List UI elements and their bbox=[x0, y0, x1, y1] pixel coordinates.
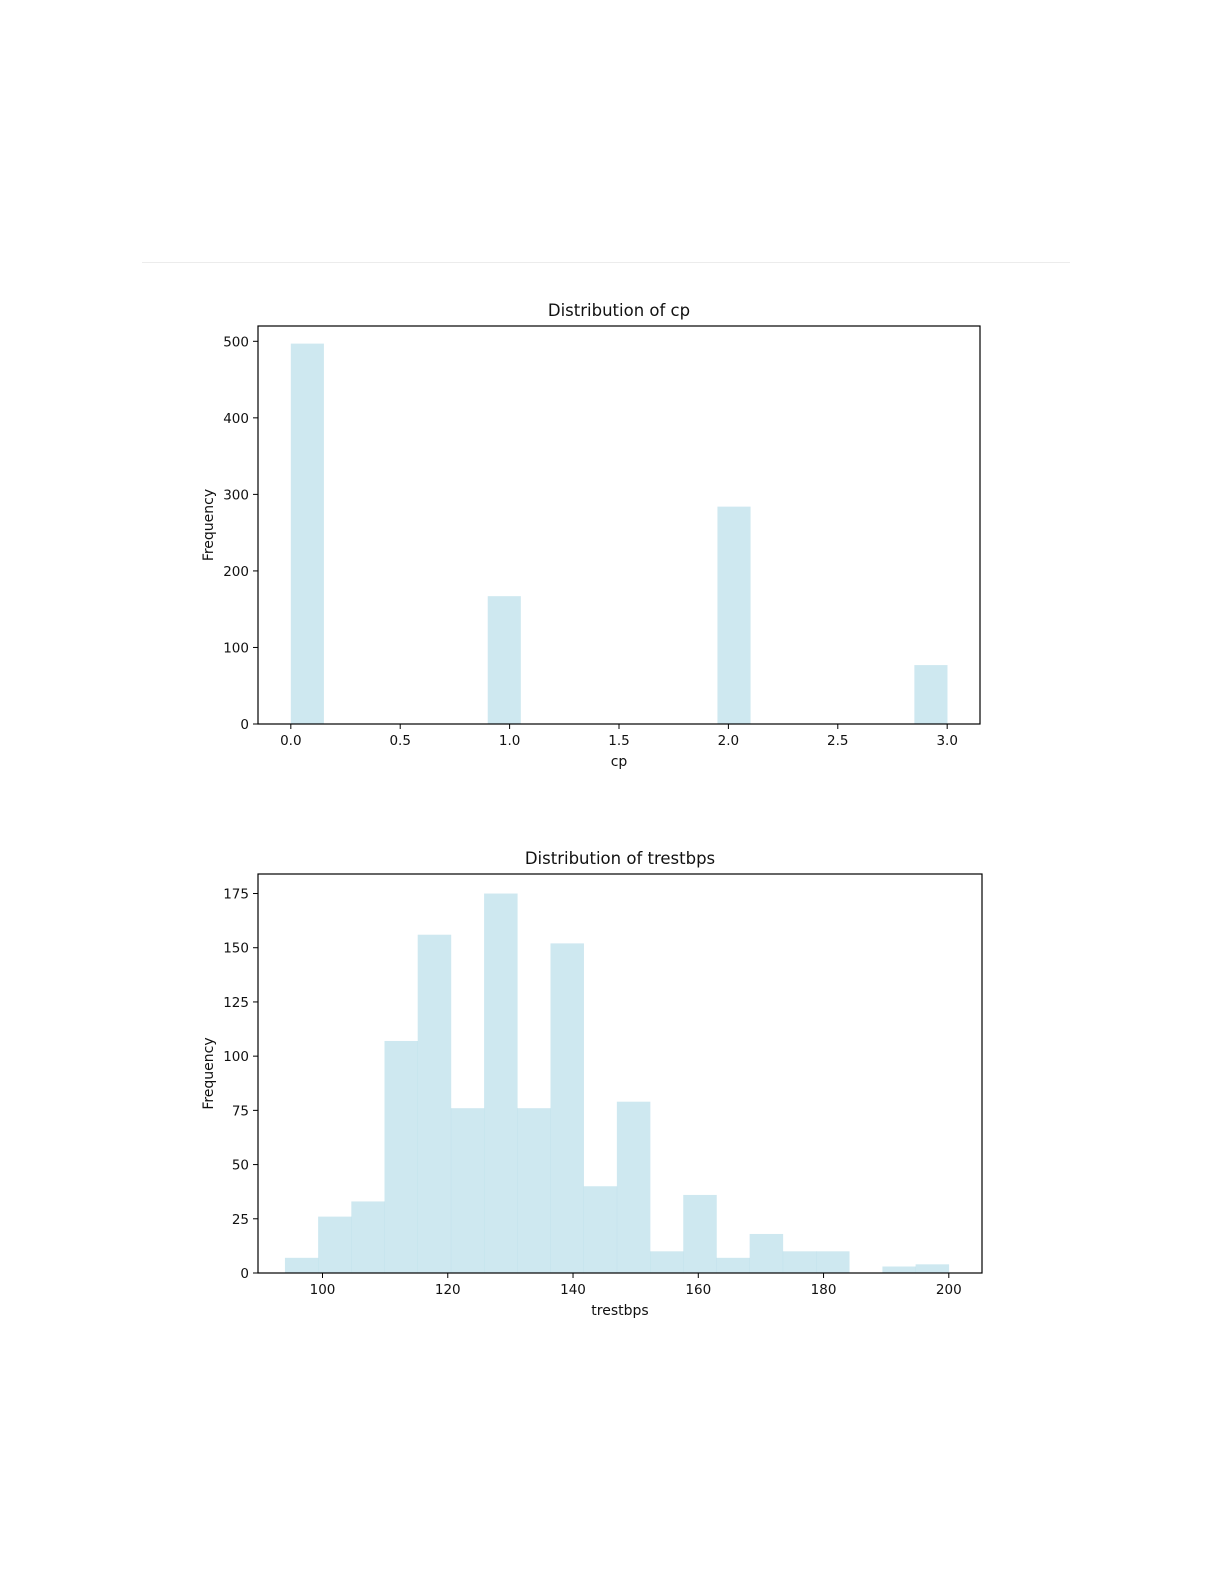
trestbps-y-tick-label: 0 bbox=[240, 1266, 249, 1282]
cp-y-tick-label: 300 bbox=[223, 487, 249, 503]
trestbps-y-tick-label: 75 bbox=[232, 1103, 249, 1119]
cp-y-tick-label: 500 bbox=[223, 334, 249, 350]
cp-y-tick-label: 0 bbox=[240, 717, 249, 733]
trestbps-histogram-bar-3 bbox=[384, 1040, 419, 1273]
trestbps-histogram-bar-2 bbox=[351, 1201, 385, 1273]
trestbps-y-tick-label: 150 bbox=[223, 941, 249, 957]
trestbps-x-tick-label: 100 bbox=[310, 1282, 336, 1298]
cp-histogram-chart: 0.0 0.5 1.0 1.5 2.0 2.5 3.0 0 100 200 300 400 500 Dis… bbox=[201, 301, 981, 770]
cp-chart-title: Distribution of cp bbox=[548, 301, 690, 320]
cp-x-tick-label: 2.5 bbox=[827, 733, 848, 749]
cp-x-tick-label: 0.0 bbox=[280, 733, 301, 749]
cp-histogram-bar-0 bbox=[290, 343, 324, 724]
trestbps-histogram-bar-16 bbox=[816, 1251, 850, 1273]
trestbps-x-tick-label: 120 bbox=[435, 1282, 461, 1298]
cp-x-tick-label: 2.0 bbox=[718, 733, 739, 749]
cp-x-tick-label: 1.5 bbox=[608, 733, 629, 749]
trestbps-histogram-bar-1 bbox=[318, 1216, 352, 1273]
trestbps-histogram-bar-7 bbox=[517, 1108, 551, 1273]
cp-plot-frame bbox=[257, 325, 981, 725]
trestbps-y-tick-label: 25 bbox=[232, 1212, 249, 1228]
cp-y-tick-label: 100 bbox=[223, 640, 249, 656]
trestbps-chart-title: Distribution of trestbps bbox=[525, 849, 715, 868]
trestbps-histogram-bar-19 bbox=[915, 1264, 950, 1273]
trestbps-plot-frame bbox=[257, 873, 983, 1274]
trestbps-histogram-bar-11 bbox=[650, 1251, 684, 1273]
cp-x-tick-label: 0.5 bbox=[389, 733, 410, 749]
cp-x-axis-label: cp bbox=[611, 754, 628, 770]
cp-histogram-bar-2 bbox=[717, 506, 751, 724]
trestbps-y-tick-label: 50 bbox=[232, 1158, 249, 1174]
trestbps-histogram-bar-6 bbox=[484, 893, 518, 1273]
cp-y-axis-label: Frequency bbox=[201, 489, 217, 561]
trestbps-histogram-bar-5 bbox=[450, 1108, 485, 1273]
trestbps-histogram-chart: 100 120 140 160 180 200 0 25 50 75 100 125 150 175 Dis… bbox=[201, 849, 983, 1319]
trestbps-histogram-bar-8 bbox=[550, 943, 584, 1273]
trestbps-histogram-bar-4 bbox=[417, 934, 452, 1273]
trestbps-y-axis-label: Frequency bbox=[201, 1037, 217, 1109]
trestbps-histogram-bar-15 bbox=[782, 1251, 817, 1273]
trestbps-x-tick-label: 180 bbox=[811, 1282, 837, 1298]
trestbps-x-axis-label: trestbps bbox=[591, 1303, 648, 1319]
trestbps-x-tick-label: 200 bbox=[936, 1282, 962, 1298]
trestbps-x-tick-label: 140 bbox=[560, 1282, 586, 1298]
trestbps-histogram-bar-18 bbox=[882, 1266, 916, 1273]
trestbps-histogram-bar-9 bbox=[583, 1186, 618, 1273]
trestbps-histogram-bar-12 bbox=[683, 1194, 717, 1273]
trestbps-y-tick-label: 100 bbox=[223, 1049, 249, 1065]
trestbps-histogram-bar-13 bbox=[716, 1257, 750, 1273]
cp-histogram-bar-3 bbox=[914, 665, 948, 724]
trestbps-histogram-bar-10 bbox=[616, 1101, 651, 1273]
trestbps-y-tick-label: 125 bbox=[223, 995, 249, 1011]
page-divider bbox=[142, 262, 1070, 263]
trestbps-histogram-bar-14 bbox=[749, 1233, 784, 1273]
trestbps-histogram-bar-0 bbox=[284, 1257, 319, 1273]
trestbps-x-tick-label: 160 bbox=[685, 1282, 711, 1298]
cp-y-tick-label: 200 bbox=[223, 564, 249, 580]
cp-x-tick-label: 3.0 bbox=[936, 733, 957, 749]
cp-x-tick-label: 1.0 bbox=[499, 733, 520, 749]
cp-y-tick-label: 400 bbox=[223, 411, 249, 427]
trestbps-y-tick-label: 175 bbox=[223, 887, 249, 903]
cp-histogram-bar-1 bbox=[487, 596, 521, 724]
